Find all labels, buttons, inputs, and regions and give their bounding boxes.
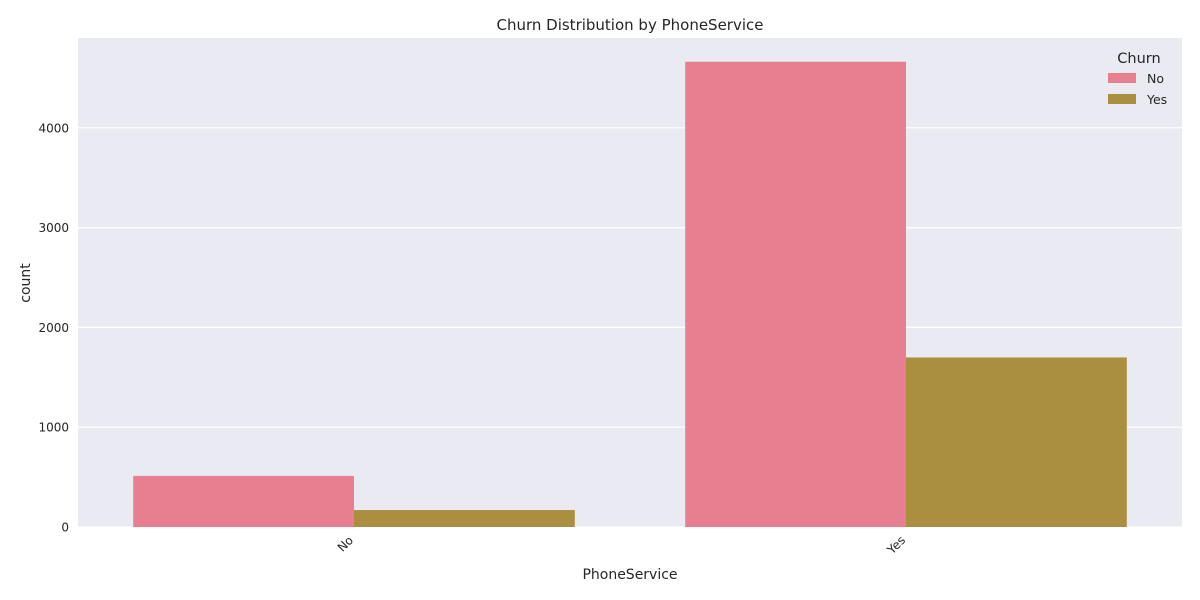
bar-no-churn-yes (354, 510, 575, 527)
legend-title: Churn (1117, 51, 1160, 67)
y-tick-label: 1000 (38, 421, 69, 435)
legend-label: No (1147, 71, 1164, 86)
y-tick-label: 2000 (38, 321, 69, 335)
y-axis-ticks: 0 1000 2000 3000 4000 (38, 121, 69, 534)
legend-label: Yes (1146, 92, 1167, 107)
legend: Churn No Yes (1108, 51, 1167, 107)
legend-items: No Yes (1108, 71, 1167, 107)
y-tick-label: 0 (61, 521, 69, 535)
chart-title: Churn Distribution by PhoneService (496, 16, 763, 34)
legend-swatch (1108, 94, 1136, 104)
bar-yes-churn-yes (906, 357, 1127, 527)
y-tick-label: 3000 (38, 221, 69, 235)
y-tick-label: 4000 (38, 121, 69, 135)
bar-yes-churn-no (685, 61, 906, 527)
bar-no-churn-no (133, 475, 354, 527)
legend-swatch (1108, 73, 1136, 83)
x-axis-label: PhoneService (582, 567, 677, 583)
bars (133, 61, 1127, 527)
y-axis-label: count (18, 263, 34, 303)
